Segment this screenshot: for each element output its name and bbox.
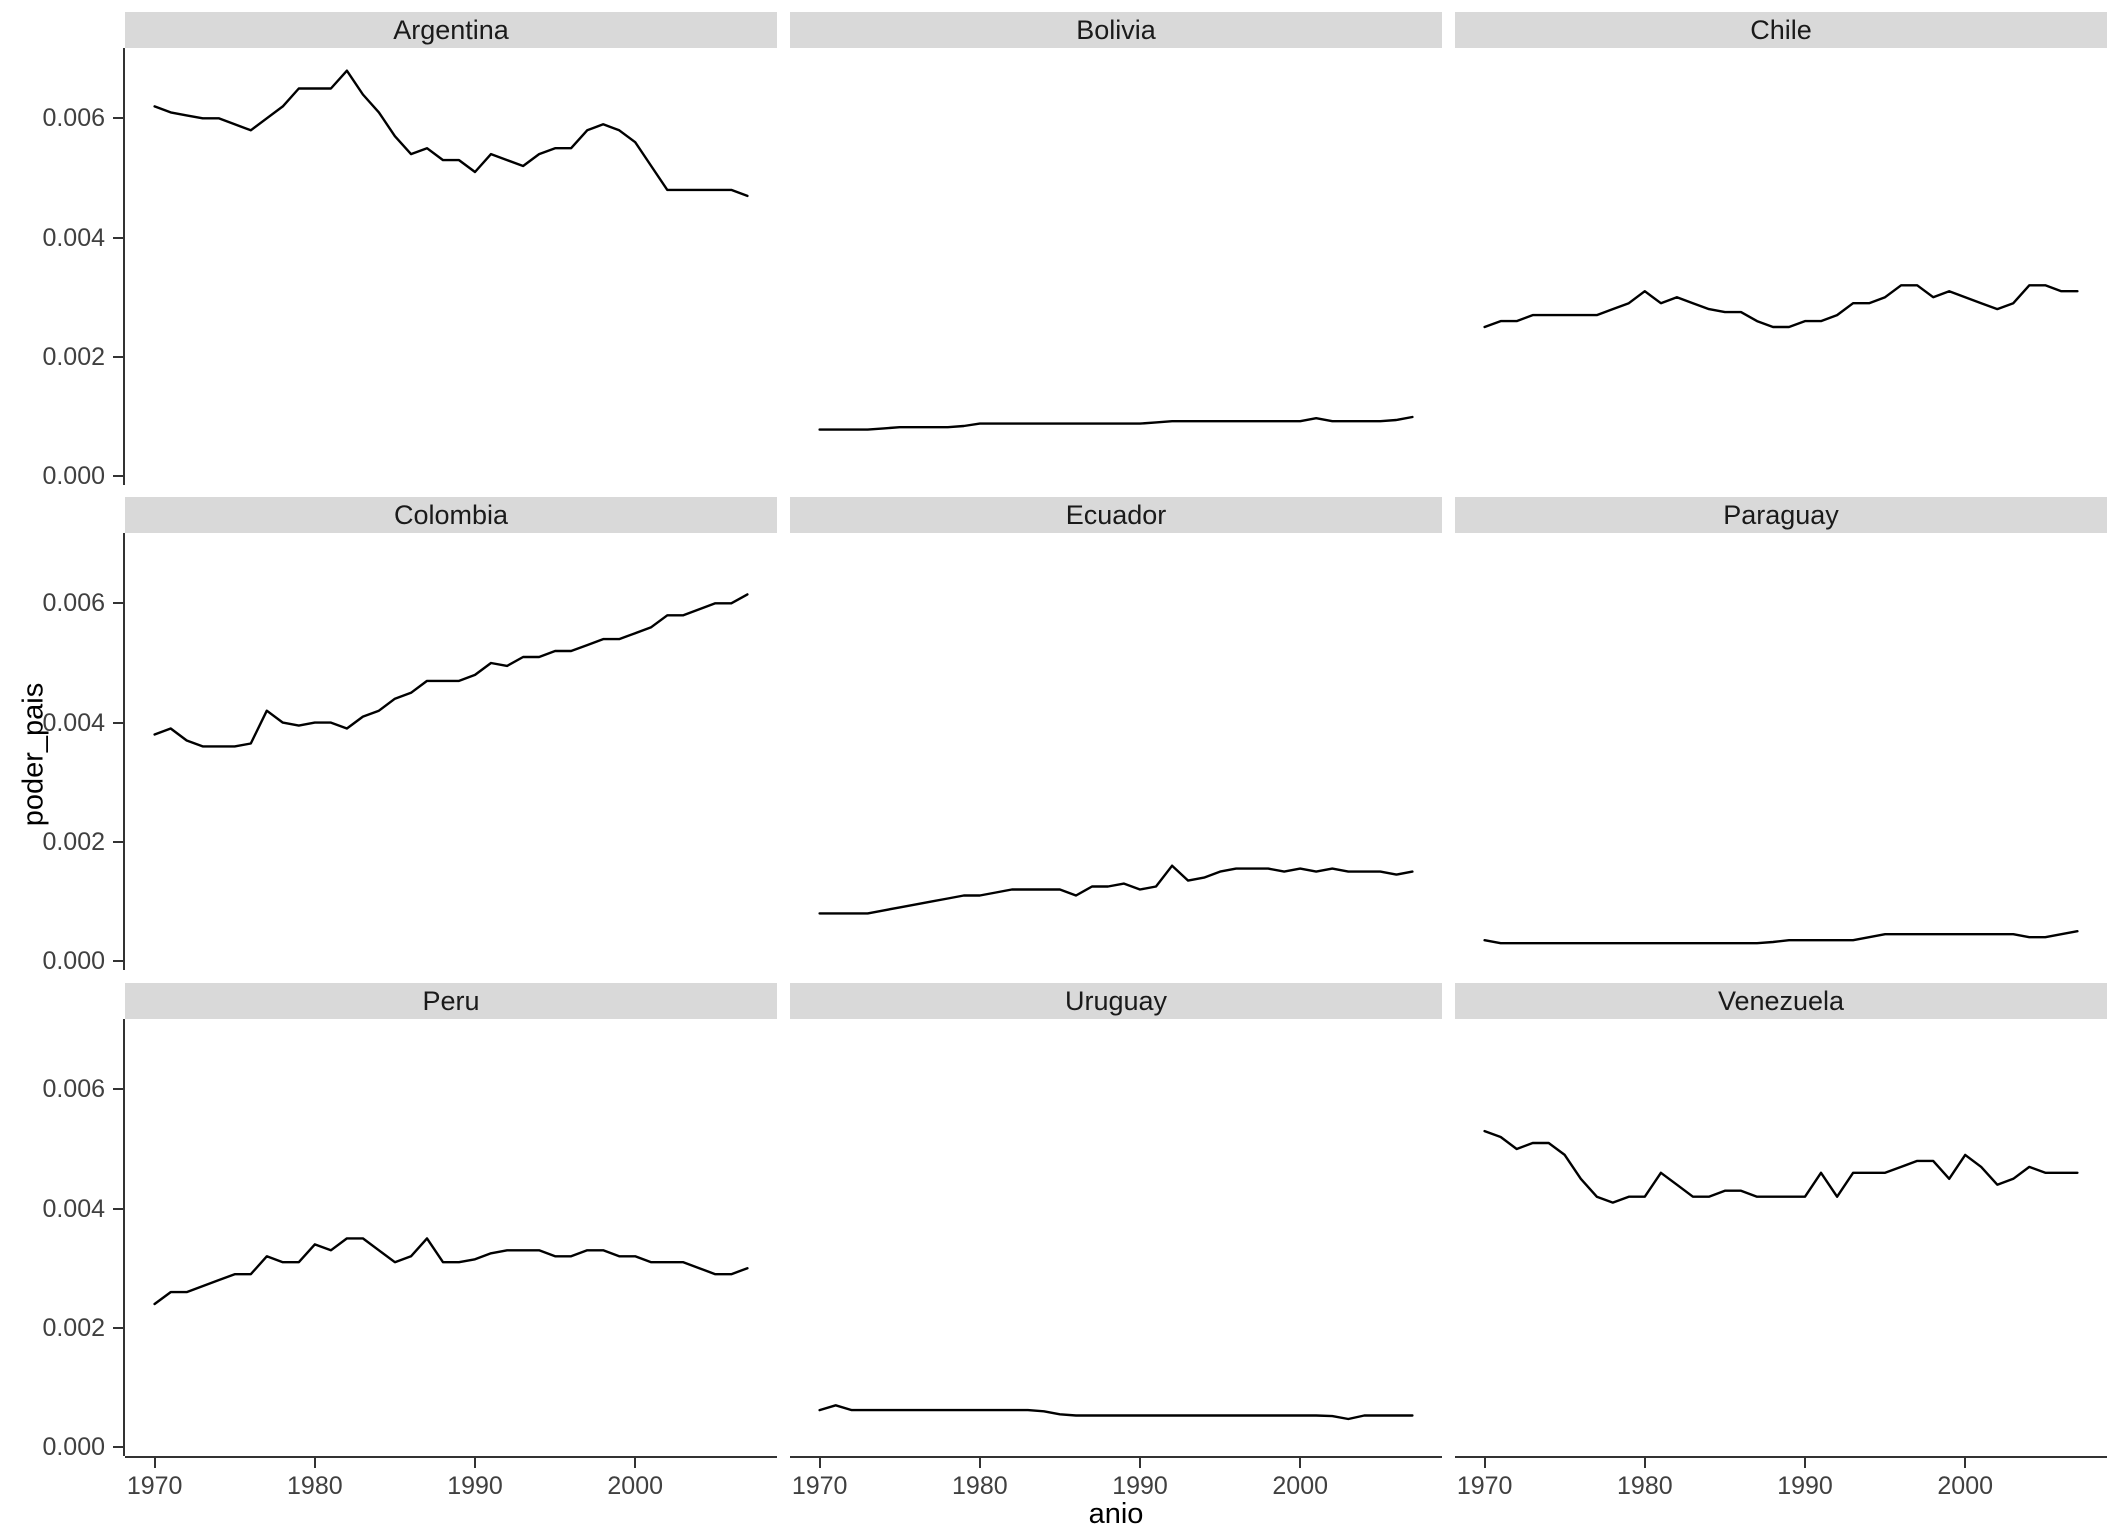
- y-tick-label: 0.000: [42, 1433, 105, 1462]
- y-tick-mark: [113, 236, 123, 239]
- facet-panel-ecuador: [790, 533, 1442, 970]
- x-tick-label: 1970: [126, 1472, 183, 1500]
- y-tick-mark: [113, 1446, 123, 1449]
- x-tick-mark: [1483, 1458, 1486, 1468]
- x-axis-line: [125, 1456, 777, 1458]
- y-axis-line: [123, 533, 125, 970]
- y-tick-mark: [113, 1326, 123, 1329]
- facet-strip-chile: Chile: [1455, 12, 2107, 48]
- x-tick-mark: [1139, 1458, 1142, 1468]
- x-tick-label: 1970: [791, 1472, 848, 1500]
- y-tick-mark: [113, 117, 123, 120]
- y-tick-mark: [113, 1207, 123, 1210]
- line-series-venezuela: [1483, 1129, 2079, 1204]
- y-tick-mark: [113, 602, 123, 605]
- x-tick-mark: [474, 1458, 477, 1468]
- y-tick-label: 0.000: [42, 947, 105, 976]
- x-tick-label: 2000: [607, 1472, 664, 1500]
- y-tick-label: 0.006: [42, 1075, 105, 1104]
- x-tick-mark: [978, 1458, 981, 1468]
- facet-plot-area-paraguay: [1483, 930, 2079, 945]
- facet-strip-paraguay: Paraguay: [1455, 497, 2107, 533]
- y-tick-mark: [113, 960, 123, 963]
- y-tick-mark: [113, 355, 123, 358]
- x-tick-label: 1990: [1112, 1472, 1168, 1500]
- x-tick-label: 1990: [1777, 1472, 1833, 1500]
- x-axis-title: anio: [1088, 1498, 1144, 1530]
- facet-strip-uruguay: Uruguay: [790, 983, 1442, 1019]
- line-series-ecuador: [818, 864, 1414, 915]
- y-tick-label: 0.006: [42, 104, 105, 133]
- facet-panel-paraguay: [1455, 533, 2107, 970]
- line-series-bolivia: [818, 415, 1414, 431]
- facet-strip-venezuela: Venezuela: [1455, 983, 2107, 1019]
- y-tick-mark: [113, 840, 123, 843]
- facet-panel-colombia: [125, 533, 777, 970]
- facet-panel-peru: [125, 1019, 777, 1456]
- facet-panel-venezuela: [1455, 1019, 2107, 1456]
- line-series-peru: [153, 1237, 749, 1306]
- facet-strip-ecuador: Ecuador: [790, 497, 1442, 533]
- line-series-paraguay: [1483, 930, 2079, 945]
- facet-panel-argentina: [125, 48, 777, 485]
- y-tick-label: 0.002: [42, 827, 105, 856]
- x-tick-mark: [1299, 1458, 1302, 1468]
- x-tick-mark: [1643, 1458, 1646, 1468]
- y-tick-label: 0.000: [42, 462, 105, 491]
- x-tick-mark: [153, 1458, 156, 1468]
- x-tick-label: 2000: [1937, 1472, 1994, 1500]
- y-tick-mark: [113, 721, 123, 724]
- facet-plot-area-ecuador: [818, 864, 1414, 915]
- line-series-chile: [1483, 284, 2079, 329]
- x-tick-mark: [1804, 1458, 1807, 1468]
- y-axis-line: [123, 1019, 125, 1456]
- x-axis-line: [1455, 1456, 2107, 1458]
- y-axis-line: [123, 48, 125, 485]
- y-tick-label: 0.006: [42, 589, 105, 618]
- facet-plot-area-colombia: [153, 593, 749, 748]
- facet-strip-bolivia: Bolivia: [790, 12, 1442, 48]
- y-tick-label: 0.002: [42, 342, 105, 371]
- y-tick-label: 0.004: [42, 223, 105, 252]
- facet-plot-area-peru: [153, 1237, 749, 1306]
- facet-plot-area-venezuela: [1483, 1129, 2079, 1204]
- y-tick-label: 0.004: [42, 708, 105, 737]
- facet-panel-chile: [1455, 48, 2107, 485]
- y-tick-mark: [113, 1088, 123, 1091]
- y-tick-label: 0.002: [42, 1313, 105, 1342]
- line-series-argentina: [153, 69, 749, 198]
- x-tick-label: 1990: [447, 1472, 503, 1500]
- facet-panel-uruguay: [790, 1019, 1442, 1456]
- facet-plot-area-uruguay: [818, 1404, 1414, 1421]
- x-axis-line: [790, 1456, 1442, 1458]
- x-tick-label: 2000: [1272, 1472, 1329, 1500]
- x-tick-label: 1970: [1456, 1472, 1513, 1500]
- x-tick-label: 1980: [287, 1472, 343, 1500]
- facet-strip-colombia: Colombia: [125, 497, 777, 533]
- x-tick-mark: [1964, 1458, 1967, 1468]
- x-tick-mark: [818, 1458, 821, 1468]
- x-tick-label: 1980: [1617, 1472, 1673, 1500]
- x-tick-mark: [634, 1458, 637, 1468]
- y-tick-label: 0.004: [42, 1194, 105, 1223]
- x-tick-mark: [313, 1458, 316, 1468]
- facet-plot-area-argentina: [153, 69, 749, 198]
- facet-plot-area-chile: [1483, 284, 2079, 329]
- facet-panel-bolivia: [790, 48, 1442, 485]
- facet-plot-area-bolivia: [818, 415, 1414, 431]
- x-tick-label: 1980: [952, 1472, 1008, 1500]
- facet-strip-peru: Peru: [125, 983, 777, 1019]
- y-tick-mark: [113, 475, 123, 478]
- line-series-uruguay: [818, 1404, 1414, 1421]
- facet-strip-argentina: Argentina: [125, 12, 777, 48]
- line-series-colombia: [153, 593, 749, 748]
